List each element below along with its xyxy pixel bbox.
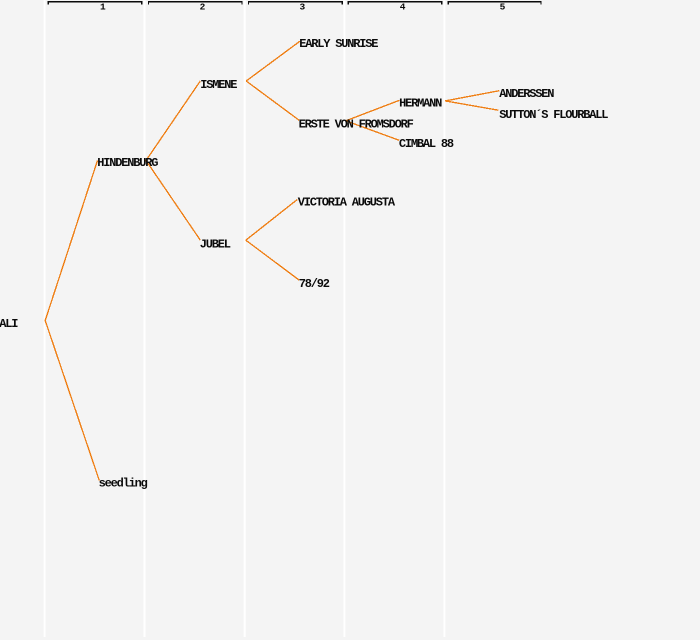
svg-text:4: 4: [400, 1, 406, 12]
svg-text:ANDERSSEN: ANDERSSEN: [499, 87, 554, 101]
svg-text:ISMENE: ISMENE: [200, 78, 237, 92]
svg-text:2: 2: [200, 1, 206, 12]
svg-text:CIMBAL 88: CIMBAL 88: [399, 137, 454, 151]
svg-text:seedling: seedling: [99, 477, 148, 491]
svg-text:5: 5: [500, 1, 506, 12]
svg-text:3: 3: [300, 1, 306, 12]
svg-text:SUTTON´S FLOURBALL: SUTTON´S FLOURBALL: [499, 108, 608, 122]
svg-text:VICTORIA AUGUSTA: VICTORIA AUGUSTA: [298, 195, 396, 209]
svg-text:HERMANN: HERMANN: [399, 97, 442, 111]
svg-text:ERSTE VON FROMSDORF: ERSTE VON FROMSDORF: [299, 118, 414, 132]
svg-text:EARLY SUNRISE: EARLY SUNRISE: [299, 37, 378, 51]
svg-text:HINDENBURG: HINDENBURG: [97, 156, 158, 170]
svg-text:ALI: ALI: [0, 317, 18, 331]
svg-text:78/92: 78/92: [299, 277, 330, 291]
svg-text:1: 1: [100, 1, 106, 12]
svg-text:JUBEL: JUBEL: [200, 238, 231, 252]
